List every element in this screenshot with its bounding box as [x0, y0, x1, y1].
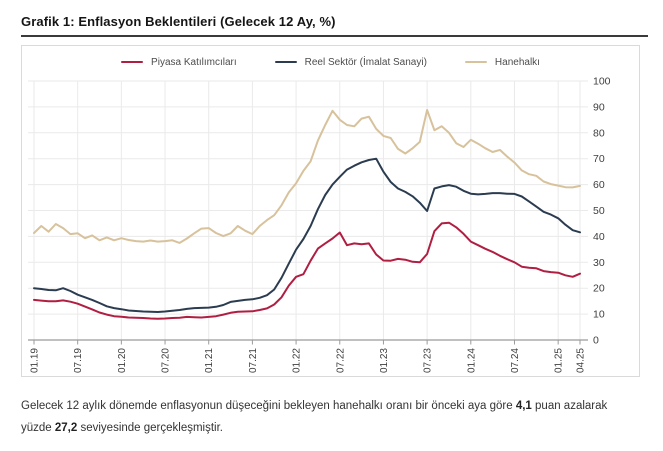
x-tick-label: 01.21 — [204, 348, 215, 373]
x-tick-label: 07.21 — [248, 348, 259, 373]
legend-line-swatch — [274, 61, 297, 63]
x-tick-label: 01.25 — [554, 348, 565, 373]
series-line-1 — [33, 157, 581, 313]
x-tick-label: 07.24 — [510, 348, 521, 373]
y-tick-label: 20 — [593, 283, 605, 295]
y-tick-label: 100 — [593, 76, 611, 88]
x-tick-label: 07.23 — [423, 348, 434, 373]
footnote-segment: seviyesinde gerçekleşmiştir. — [77, 422, 224, 435]
x-tick-label: 01.23 — [379, 348, 390, 373]
footnote-bold-value: 4,1 — [515, 400, 532, 412]
y-tick-label: 0 — [593, 335, 599, 347]
legend-item-0: Piyasa Katılımcıları — [121, 57, 237, 68]
y-tick-label: 90 — [593, 101, 605, 113]
x-tick-label: 01.19 — [30, 348, 41, 373]
chart-panel: Piyasa Katılımcıları Reel Sektör (İmalat … — [21, 45, 640, 377]
chart-title: Grafik 1: Enflasyon Beklentileri (Gelece… — [21, 14, 336, 29]
y-tick-label: 10 — [593, 309, 605, 321]
y-tick-label: 60 — [593, 179, 605, 191]
x-tick-label: 07.19 — [73, 348, 84, 373]
series-line-0 — [33, 221, 581, 320]
x-tick-label: 01.22 — [292, 348, 303, 373]
footnote-text: Gelecek 12 aylık dönemde enflasyonun düş… — [21, 395, 641, 440]
legend-item-1: Reel Sektör (İmalat Sanayi) — [274, 56, 427, 68]
title-underline — [21, 35, 648, 37]
legend-label: Piyasa Katılımcıları — [151, 56, 237, 68]
footnote-segment: puan azalarak yüzde — [21, 400, 608, 435]
chart-legend: Piyasa Katılımcıları Reel Sektör (İmalat … — [22, 53, 639, 71]
line-chart: 0 10 20 30 40 50 60 70 80 90 100 01.19 07.19 01.20 07.… — [28, 76, 611, 373]
y-tick-label: 40 — [593, 231, 605, 243]
x-tick-label: 07.20 — [161, 348, 172, 373]
y-tick-label: 50 — [593, 205, 605, 217]
y-tick-label: 70 — [593, 153, 605, 165]
legend-item-2: Hanehalkı — [464, 56, 540, 68]
legend-label: Hanehalkı — [494, 56, 540, 68]
y-tick-label: 30 — [593, 257, 605, 269]
footnote-segment: Gelecek 12 aylık dönemde enflasyonun düş… — [21, 400, 516, 412]
x-tick-label: 07.22 — [335, 348, 346, 373]
x-tick-label: 04.25 — [576, 348, 587, 373]
x-tick-label: 01.20 — [117, 348, 128, 373]
series-line-2 — [33, 109, 581, 244]
y-tick-label: 80 — [593, 127, 605, 139]
x-tick-label: 01.24 — [466, 348, 477, 373]
legend-line-swatch — [121, 61, 144, 63]
legend-label: Reel Sektör (İmalat Sanayi) — [304, 56, 427, 68]
legend-line-swatch — [464, 61, 487, 63]
footnote-bold-value: 27,2 — [54, 422, 78, 435]
